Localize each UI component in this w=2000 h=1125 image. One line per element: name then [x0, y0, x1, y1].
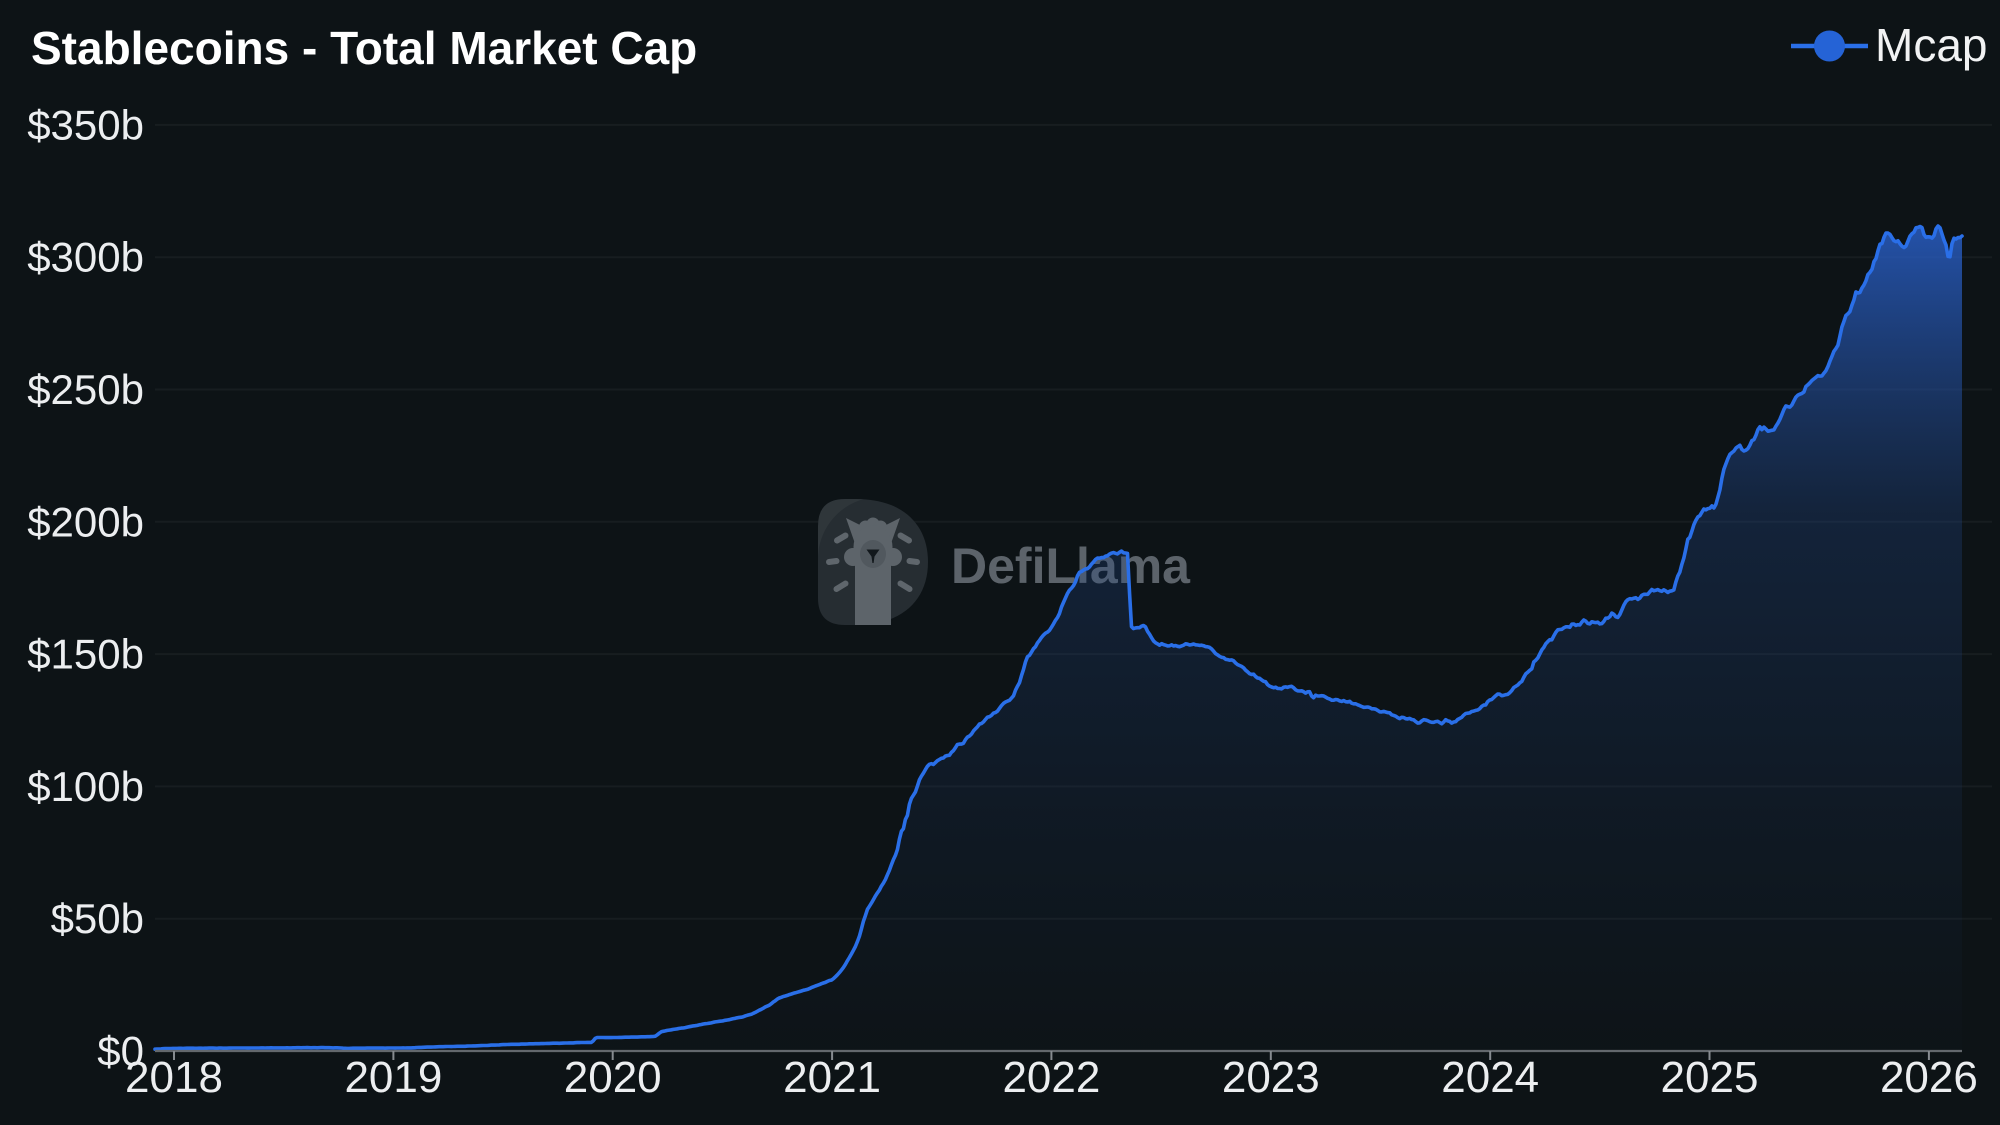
svg-text:$0: $0	[97, 1028, 144, 1075]
svg-text:$50b: $50b	[51, 895, 144, 942]
svg-text:$150b: $150b	[27, 631, 144, 678]
svg-text:2021: 2021	[783, 1053, 881, 1102]
svg-text:2026: 2026	[1880, 1053, 1978, 1102]
svg-text:Mcap: Mcap	[1875, 19, 1987, 71]
svg-text:$300b: $300b	[27, 234, 144, 281]
svg-text:2025: 2025	[1661, 1053, 1759, 1102]
svg-text:DefiLlama: DefiLlama	[951, 538, 1191, 594]
svg-text:2018: 2018	[125, 1053, 223, 1102]
svg-text:$100b: $100b	[27, 763, 144, 810]
svg-text:Stablecoins - Total Market Cap: Stablecoins - Total Market Cap	[31, 22, 697, 74]
svg-text:2024: 2024	[1441, 1053, 1539, 1102]
svg-text:2019: 2019	[344, 1053, 442, 1102]
svg-text:$200b: $200b	[27, 498, 144, 545]
svg-text:2023: 2023	[1222, 1053, 1320, 1102]
svg-text:2020: 2020	[564, 1053, 662, 1102]
svg-text:$350b: $350b	[27, 101, 144, 148]
svg-text:$250b: $250b	[27, 366, 144, 413]
svg-text:2022: 2022	[1002, 1053, 1100, 1102]
